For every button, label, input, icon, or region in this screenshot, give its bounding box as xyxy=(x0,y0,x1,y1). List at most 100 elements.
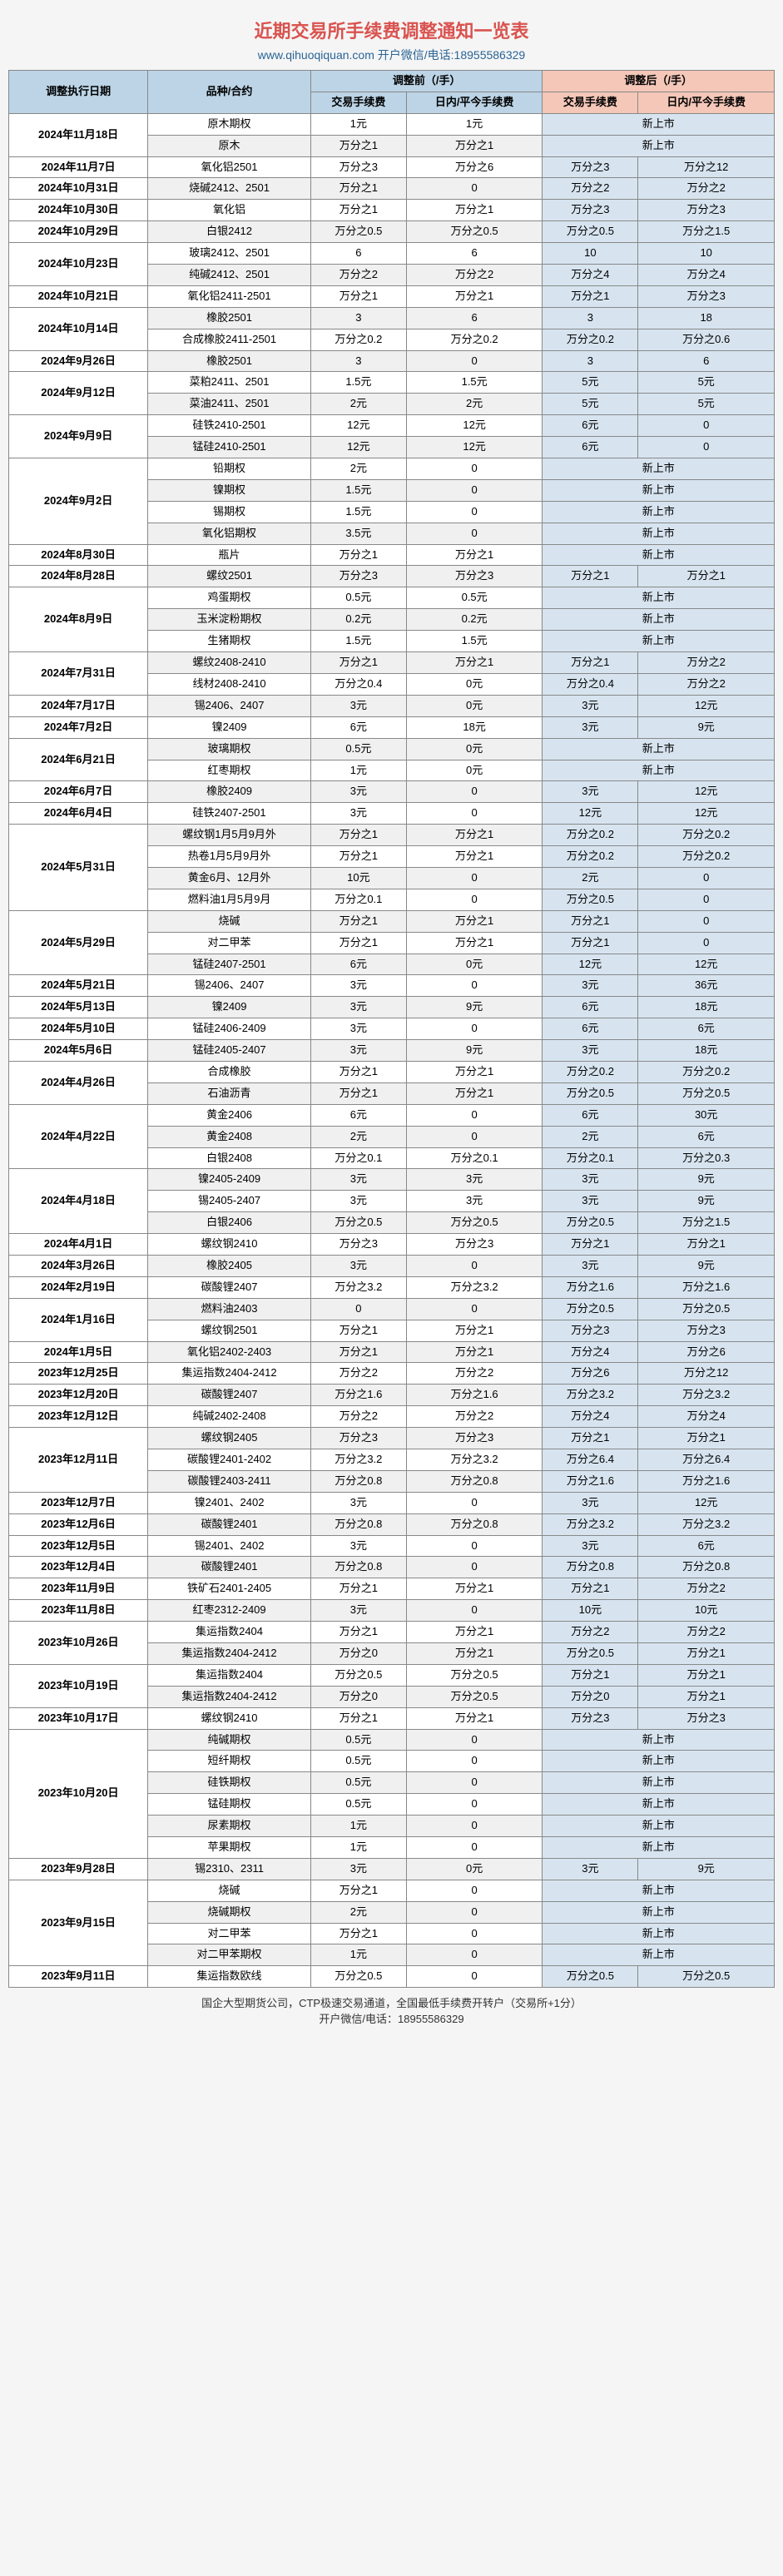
before-intraday-cell: 12元 xyxy=(406,415,543,437)
before-intraday-cell: 万分之1 xyxy=(406,932,543,954)
product-cell: 氧化铝 xyxy=(148,200,311,221)
before-fee-cell: 1元 xyxy=(310,1816,406,1837)
before-intraday-cell: 0 xyxy=(406,1557,543,1578)
before-fee-cell: 3元 xyxy=(310,803,406,825)
date-cell: 2023年9月15日 xyxy=(9,1880,148,1966)
before-intraday-cell: 0 xyxy=(406,889,543,910)
product-cell: 尿素期权 xyxy=(148,1816,311,1837)
after-fee-cell: 3 xyxy=(543,307,638,329)
date-cell: 2023年11月9日 xyxy=(9,1578,148,1600)
before-intraday-cell: 0 xyxy=(406,1729,543,1751)
after-intraday-cell: 万分之0.6 xyxy=(638,329,775,350)
after-fee-cell: 3元 xyxy=(543,716,638,738)
after-fee-cell: 5元 xyxy=(543,394,638,415)
after-cell: 新上市 xyxy=(543,458,775,480)
before-intraday-cell: 0 xyxy=(406,1492,543,1513)
after-fee-cell: 3元 xyxy=(543,1191,638,1212)
after-cell: 新上市 xyxy=(543,1772,775,1794)
after-intraday-cell: 10元 xyxy=(638,1600,775,1622)
date-cell: 2024年9月12日 xyxy=(9,372,148,415)
after-cell: 新上市 xyxy=(543,1751,775,1772)
product-cell: 镍2401、2402 xyxy=(148,1492,311,1513)
product-cell: 菜粕2411、2501 xyxy=(148,372,311,394)
before-fee-cell: 万分之0.5 xyxy=(310,1664,406,1686)
table-row: 2024年10月31日烧碱2412、2501万分之10万分之2万分之2 xyxy=(9,178,775,200)
table-row: 2024年9月2日铅期权2元0新上市 xyxy=(9,458,775,480)
after-intraday-cell: 12元 xyxy=(638,954,775,975)
after-intraday-cell: 万分之3 xyxy=(638,1707,775,1729)
after-cell: 新上市 xyxy=(543,631,775,652)
after-intraday-cell: 万分之1.5 xyxy=(638,1212,775,1234)
after-fee-cell: 3元 xyxy=(543,975,638,997)
before-intraday-cell: 0 xyxy=(406,501,543,523)
product-cell: 螺纹钢1月5月9月外 xyxy=(148,825,311,846)
date-cell: 2023年9月28日 xyxy=(9,1858,148,1880)
before-fee-cell: 3元 xyxy=(310,1255,406,1276)
date-cell: 2024年5月6日 xyxy=(9,1040,148,1062)
after-cell: 新上市 xyxy=(543,1729,775,1751)
date-cell: 2024年1月16日 xyxy=(9,1298,148,1341)
after-intraday-cell: 0 xyxy=(638,415,775,437)
after-intraday-cell: 万分之2 xyxy=(638,673,775,695)
date-cell: 2023年12月7日 xyxy=(9,1492,148,1513)
product-cell: 氧化铝期权 xyxy=(148,523,311,544)
before-fee-cell: 万分之1 xyxy=(310,200,406,221)
date-cell: 2023年12月25日 xyxy=(9,1363,148,1385)
table-row: 2023年10月20日纯碱期权0.5元0新上市 xyxy=(9,1729,775,1751)
table-header: 调整执行日期 品种/合约 调整前（/手） 调整后（/手） 交易手续费 日内/平今… xyxy=(9,71,775,114)
after-fee-cell: 3元 xyxy=(543,695,638,716)
before-intraday-cell: 3元 xyxy=(406,1169,543,1191)
date-cell: 2024年8月9日 xyxy=(9,587,148,652)
before-intraday-cell: 0 xyxy=(406,1837,543,1859)
date-cell: 2024年6月4日 xyxy=(9,803,148,825)
product-cell: 黄金2406 xyxy=(148,1104,311,1126)
before-intraday-cell: 万分之1 xyxy=(406,1578,543,1600)
table-row: 2023年10月17日螺纹钢2410万分之1万分之1万分之3万分之3 xyxy=(9,1707,775,1729)
after-cell: 新上市 xyxy=(543,523,775,544)
table-row: 2023年12月4日碳酸锂2401万分之0.80万分之0.8万分之0.8 xyxy=(9,1557,775,1578)
after-intraday-cell: 0 xyxy=(638,932,775,954)
after-cell: 新上市 xyxy=(543,544,775,566)
after-intraday-cell: 万分之4 xyxy=(638,1406,775,1428)
after-fee-cell: 万分之0.5 xyxy=(543,1643,638,1665)
after-intraday-cell: 9元 xyxy=(638,1191,775,1212)
before-fee-cell: 0.2元 xyxy=(310,609,406,631)
after-fee-cell: 万分之1 xyxy=(543,285,638,307)
before-fee-cell: 2元 xyxy=(310,1901,406,1923)
before-intraday-cell: 万分之1 xyxy=(406,825,543,846)
after-intraday-cell: 万分之3 xyxy=(638,1320,775,1341)
after-fee-cell: 万分之3.2 xyxy=(543,1385,638,1406)
table-row: 2023年9月11日集运指数欧线万分之0.50万分之0.5万分之0.5 xyxy=(9,1966,775,1988)
after-fee-cell: 万分之0.4 xyxy=(543,673,638,695)
before-fee-cell: 万分之1 xyxy=(310,285,406,307)
date-cell: 2024年7月31日 xyxy=(9,652,148,696)
table-row: 2024年5月10日锰硅2406-24093元06元6元 xyxy=(9,1018,775,1040)
before-intraday-cell: 0 xyxy=(406,1298,543,1320)
after-fee-cell: 万分之0.2 xyxy=(543,825,638,846)
after-intraday-cell: 万分之2 xyxy=(638,652,775,674)
product-cell: 螺纹钢2405 xyxy=(148,1428,311,1449)
before-intraday-cell: 0 xyxy=(406,1255,543,1276)
product-cell: 白银2412 xyxy=(148,221,311,243)
product-cell: 镍2409 xyxy=(148,997,311,1018)
table-row: 2023年11月8日红枣2312-24093元010元10元 xyxy=(9,1600,775,1622)
before-fee-cell: 2元 xyxy=(310,1126,406,1147)
table-row: 2024年5月29日烧碱万分之1万分之1万分之10 xyxy=(9,910,775,932)
before-intraday-cell: 万分之1 xyxy=(406,544,543,566)
before-fee-cell: 万分之1 xyxy=(310,1707,406,1729)
after-cell: 新上市 xyxy=(543,1944,775,1966)
after-intraday-cell: 18 xyxy=(638,307,775,329)
table-row: 2023年12月5日锡2401、24023元03元6元 xyxy=(9,1535,775,1557)
date-cell: 2024年4月26日 xyxy=(9,1061,148,1104)
product-cell: 碳酸锂2407 xyxy=(148,1276,311,1298)
after-fee-cell: 6元 xyxy=(543,1104,638,1126)
before-fee-cell: 1.5元 xyxy=(310,479,406,501)
after-fee-cell: 万分之1 xyxy=(543,566,638,587)
before-fee-cell: 2元 xyxy=(310,458,406,480)
header-date: 调整执行日期 xyxy=(9,71,148,114)
after-intraday-cell: 万分之0.2 xyxy=(638,1061,775,1082)
product-cell: 镍2405-2409 xyxy=(148,1169,311,1191)
date-cell: 2024年3月26日 xyxy=(9,1255,148,1276)
before-intraday-cell: 万分之2 xyxy=(406,1406,543,1428)
table-row: 2024年10月23日玻璃2412、2501661010 xyxy=(9,243,775,265)
